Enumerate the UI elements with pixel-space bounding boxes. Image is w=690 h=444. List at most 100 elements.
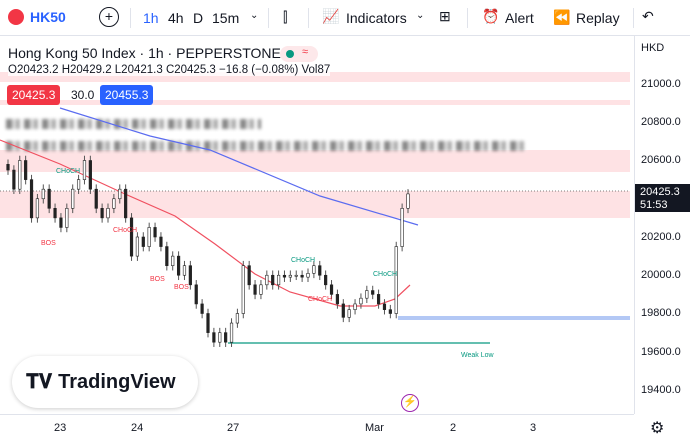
candle	[365, 290, 369, 299]
tradingview-logo[interactable]: 𝐓𝐕 TradingView	[12, 356, 198, 408]
price-tick: 20000.0	[641, 269, 681, 281]
settings-gear-icon[interactable]: ⚙	[650, 420, 665, 437]
candle	[94, 188, 98, 209]
candle	[294, 274, 298, 277]
interval-4h[interactable]: 4h	[168, 10, 184, 26]
choch-label: CHoCH	[113, 227, 138, 234]
candle	[218, 332, 222, 343]
price-tick: 19600.0	[641, 346, 681, 358]
candle	[35, 198, 40, 219]
spread-value: 30.0	[71, 88, 95, 102]
time-tick: 23	[54, 422, 67, 434]
layout-icon[interactable]: ⊞	[439, 8, 451, 24]
top-toolbar: HK50 + 1h 4h D 15m ⌄ ⫿ 📈 Indicators ⌄ ⊞ …	[0, 0, 690, 36]
candle	[188, 265, 192, 286]
candle	[312, 265, 316, 274]
time-tick: 27	[227, 422, 240, 434]
obscured-row	[6, 119, 261, 129]
candle	[6, 164, 10, 171]
candle	[318, 265, 322, 276]
symbol-title: Hong Kong 50 Index · 1h · PEPPERSTONE	[8, 45, 281, 61]
indicators-button[interactable]: Indicators	[346, 10, 407, 26]
price-tick: 20600.0	[641, 154, 681, 166]
logo-text: TradingView	[58, 370, 176, 393]
candle	[329, 284, 334, 295]
candle	[59, 217, 63, 228]
bos-label: BOS	[41, 240, 56, 247]
candle	[347, 309, 351, 318]
price-tick: 19400.0	[641, 384, 681, 396]
choch-label: CHoCH	[308, 296, 333, 303]
candle	[241, 265, 245, 314]
weak-low-label: Weak Low	[461, 352, 494, 359]
last-price-label: 20425.3 51:53	[635, 184, 690, 212]
candle	[212, 332, 216, 343]
interval-15m[interactable]: 15m	[212, 10, 240, 26]
time-tick: 3	[530, 422, 537, 434]
candle	[124, 188, 128, 219]
ma-line-blue	[59, 107, 419, 226]
candle	[276, 274, 281, 286]
candle	[147, 227, 151, 247]
alert-button[interactable]: Alert	[505, 10, 534, 26]
candle	[129, 217, 134, 257]
time-tick: 2	[450, 422, 457, 434]
candle	[400, 208, 404, 247]
price-tick: 20200.0	[641, 231, 681, 243]
candle	[224, 332, 228, 343]
symbol-button[interactable]: HK50	[30, 9, 66, 25]
candle	[200, 303, 204, 314]
replay-button[interactable]: Replay	[576, 10, 620, 26]
price-tick: 20800.0	[641, 116, 681, 128]
candle	[112, 198, 116, 209]
candle	[300, 274, 304, 278]
candle	[353, 303, 357, 310]
candle	[371, 290, 375, 295]
add-symbol-icon[interactable]: +	[99, 7, 119, 27]
undo-icon[interactable]: ↶	[642, 8, 654, 24]
chevron-down-icon[interactable]: ⌄	[416, 10, 425, 21]
candle	[376, 294, 381, 305]
market-status-icon[interactable]: ≈	[280, 46, 318, 62]
candle	[394, 246, 398, 314]
candle	[206, 313, 210, 333]
price-chart[interactable]	[0, 36, 630, 414]
candle	[88, 160, 92, 190]
replay-marker-icon[interactable]: ⚡	[401, 394, 419, 412]
candles-icon[interactable]: ⫿	[283, 9, 288, 25]
candle	[271, 274, 275, 286]
chevron-down-icon[interactable]: ⌄	[250, 10, 259, 21]
candle	[247, 265, 251, 286]
hk-flag-icon	[8, 9, 24, 25]
candle	[71, 188, 75, 209]
candle	[159, 236, 163, 247]
time-axis[interactable]	[0, 414, 634, 444]
buy-button[interactable]: 20455.3	[100, 85, 154, 105]
candle	[229, 322, 234, 343]
candle	[235, 313, 240, 324]
alarm-icon[interactable]: ⏰	[482, 8, 500, 24]
last-price: 20425.3	[640, 186, 680, 198]
interval-1h[interactable]: 1h	[143, 10, 159, 26]
bos-label: BOS	[150, 276, 165, 283]
demand-zone	[398, 316, 630, 320]
currency-select[interactable]: HKD	[641, 42, 665, 54]
price-axis[interactable]: HKD 21000.0 20800.0 20600.0 20200.0 2000…	[634, 36, 690, 414]
candle	[288, 274, 292, 278]
candle	[106, 208, 110, 219]
bar-countdown: 51:53	[640, 199, 668, 211]
indicators-icon[interactable]: 📈	[322, 8, 340, 24]
candle	[382, 303, 387, 310]
interval-d[interactable]: D	[193, 10, 204, 26]
candle	[165, 246, 169, 266]
candle	[153, 227, 157, 238]
candle	[76, 179, 81, 190]
choch-label: CHoCH	[373, 271, 398, 278]
replay-icon[interactable]: ⏪	[553, 9, 571, 25]
sell-button[interactable]: 20425.3	[7, 85, 61, 105]
candle	[65, 208, 69, 228]
candle	[29, 179, 34, 219]
supply-zone	[0, 150, 630, 172]
candle	[306, 273, 310, 278]
candle	[359, 297, 363, 305]
